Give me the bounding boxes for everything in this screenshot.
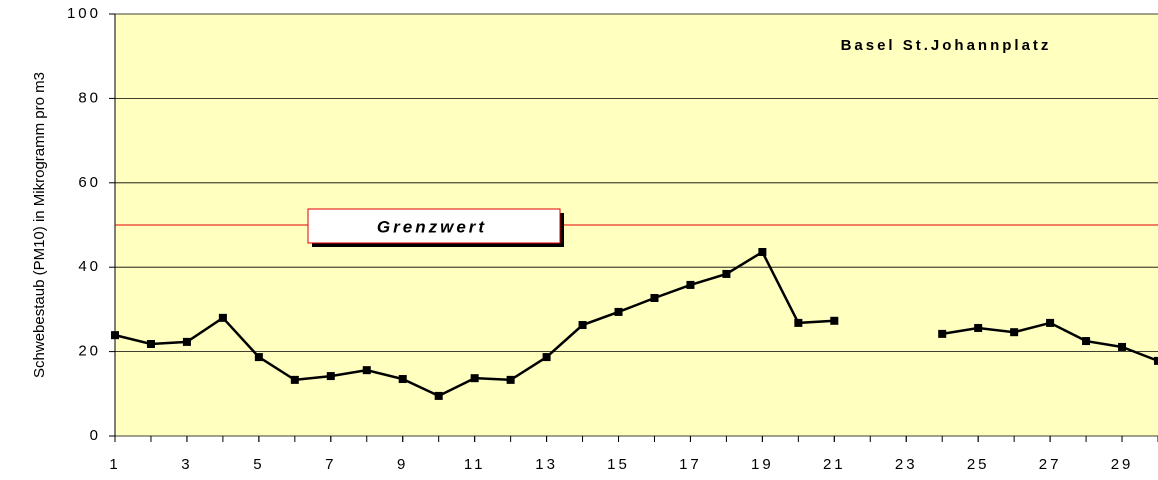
- point-marker: [1082, 337, 1091, 346]
- point-marker: [182, 337, 191, 346]
- point-marker: [111, 331, 119, 340]
- point-marker: [974, 323, 983, 332]
- point-marker: [146, 340, 155, 349]
- x-tick-label: 19: [751, 456, 774, 473]
- x-tick-label: 5: [253, 456, 264, 473]
- x-tick-label: 9: [397, 456, 408, 473]
- point-marker: [650, 294, 659, 303]
- x-tick-label: 11: [464, 456, 486, 473]
- point-marker: [1010, 328, 1019, 337]
- y-tick-label: 40: [78, 258, 101, 275]
- x-tick-label: 23: [895, 456, 918, 473]
- point-marker: [398, 375, 407, 384]
- x-tick-label: 25: [967, 456, 990, 473]
- x-tick-label: 29: [1111, 456, 1134, 473]
- point-marker: [1118, 342, 1127, 351]
- x-tick-label: 7: [325, 456, 336, 473]
- point-marker: [290, 375, 299, 384]
- point-marker: [362, 366, 371, 375]
- y-tick-label: 20: [78, 343, 101, 360]
- x-tick-label: 3: [181, 456, 192, 473]
- y-tick-label: 0: [90, 427, 101, 444]
- point-marker: [1046, 318, 1055, 327]
- point-marker: [578, 321, 587, 330]
- point-marker: [830, 316, 839, 325]
- point-marker: [218, 313, 227, 322]
- point-marker: [1154, 356, 1158, 365]
- point-marker: [434, 391, 443, 400]
- chart-title: Basel St.Johannplatz: [841, 37, 1052, 54]
- point-marker: [614, 307, 623, 316]
- point-marker: [254, 353, 263, 362]
- x-tick-label: 17: [679, 456, 702, 473]
- point-marker: [542, 353, 551, 362]
- x-tick-label: 21: [823, 456, 846, 473]
- point-marker: [794, 318, 803, 327]
- point-marker: [938, 329, 947, 338]
- x-tick-label: 15: [607, 456, 630, 473]
- y-axis-label: Schwebestaub (PM10) in Mikrogramm pro m3: [31, 72, 48, 378]
- point-marker: [686, 280, 695, 289]
- point-marker: [722, 269, 731, 278]
- x-tick-label: 1: [109, 456, 120, 473]
- y-tick-label: 100: [67, 5, 101, 22]
- x-tick-label: 27: [1039, 456, 1062, 473]
- y-tick-label: 60: [78, 174, 101, 191]
- point-marker: [470, 374, 479, 383]
- point-marker: [506, 375, 515, 384]
- point-marker: [326, 372, 335, 381]
- threshold-box: [307, 208, 561, 244]
- point-marker: [758, 248, 767, 257]
- y-tick-label: 80: [78, 89, 101, 106]
- threshold-label: Grenzwert: [377, 217, 487, 236]
- x-tick-label: 13: [535, 456, 558, 473]
